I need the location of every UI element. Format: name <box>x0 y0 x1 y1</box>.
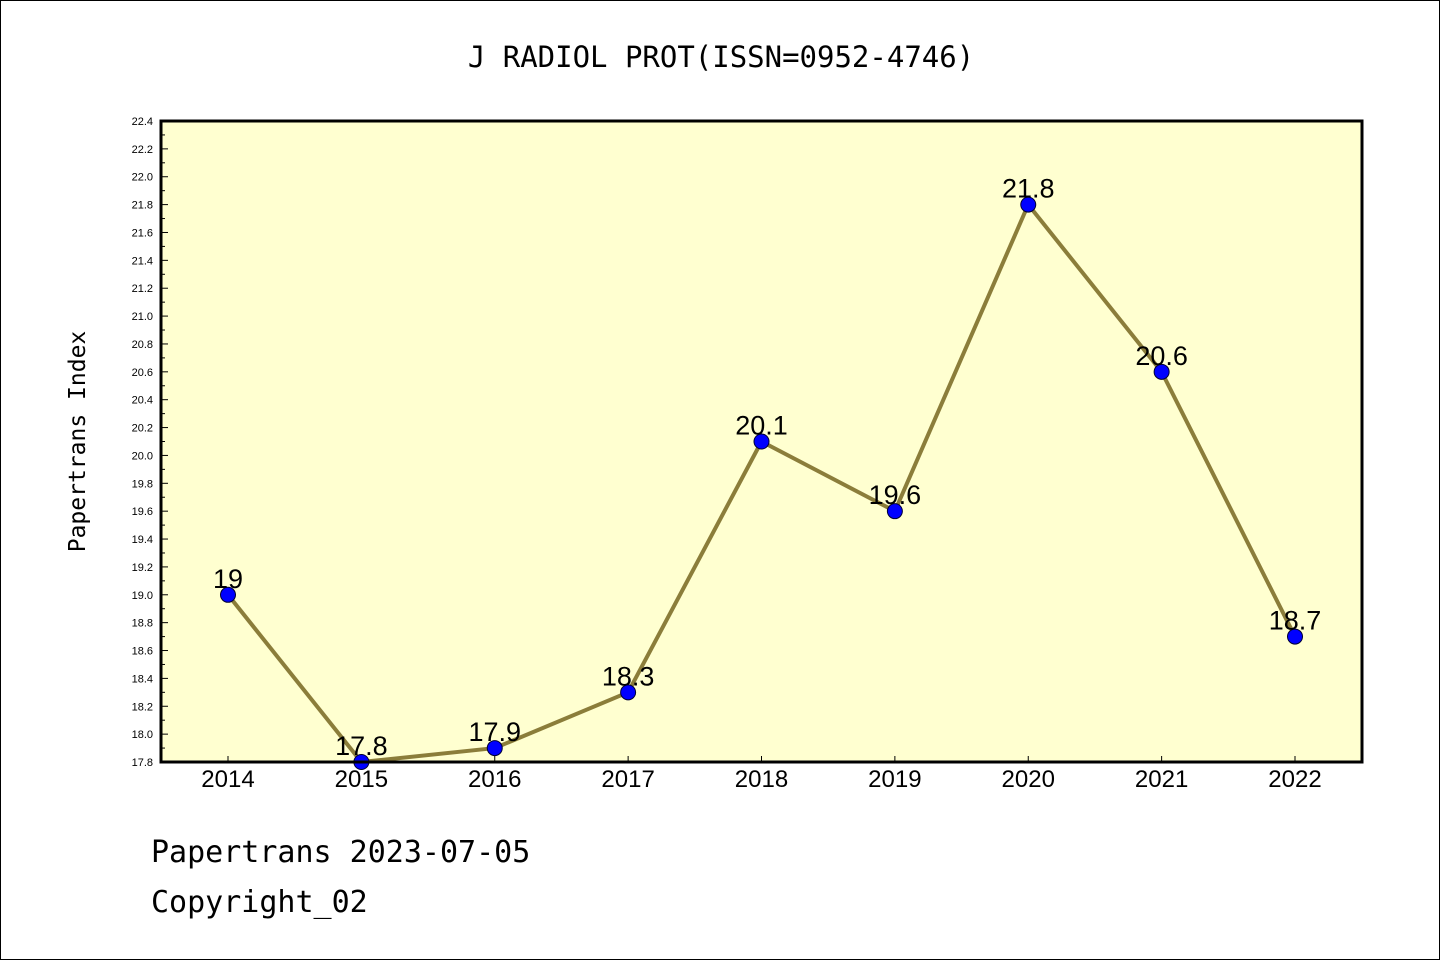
x-tick-label: 2020 <box>1002 766 1055 793</box>
x-tick-label: 2015 <box>335 766 388 793</box>
x-tick-label: 2016 <box>468 766 521 793</box>
x-axis-ticks: 2014 2015 2016 2017 2018 2019 2020 2021 2022 <box>201 756 1322 793</box>
x-tick-label: 2021 <box>1135 766 1188 793</box>
y-tick-label: 20.8 <box>132 339 153 351</box>
data-label: 18.7 <box>1269 606 1322 636</box>
data-point <box>620 684 637 701</box>
y-axis-ticks: 17.8 18.0 18.2 18.4 18.6 18.8 19.0 19.2 19.4 19.6… <box>132 116 168 769</box>
y-tick-label: 19.4 <box>132 534 153 546</box>
data-label: 20.1 <box>735 411 788 441</box>
data-point <box>1287 628 1303 645</box>
y-tick-label: 21.6 <box>132 227 153 239</box>
y-tick-label: 22.4 <box>132 116 153 128</box>
series-group <box>220 196 1303 770</box>
data-label: 19.6 <box>869 480 922 510</box>
y-tick-label: 18.2 <box>132 701 153 713</box>
data-label: 17.9 <box>468 717 521 747</box>
y-tick-label: 20.4 <box>132 395 153 407</box>
y-tick-label: 18.6 <box>132 646 153 658</box>
x-tick-label: 2017 <box>601 766 654 793</box>
x-tick-label: 2018 <box>735 766 788 793</box>
y-tick-label: 20.0 <box>132 450 153 462</box>
data-point <box>220 586 236 603</box>
y-tick-label: 22.0 <box>132 172 153 184</box>
data-label: 19 <box>213 564 243 594</box>
data-point <box>1020 196 1037 213</box>
y-tick-label: 21.8 <box>132 200 153 212</box>
data-labels: 19 17.8 17.9 18.3 20.1 19.6 21.8 20.6 18.7 <box>213 174 1321 761</box>
data-label: 17.8 <box>335 731 388 761</box>
y-tick-label: 18.4 <box>132 673 153 685</box>
x-tick-label: 2019 <box>868 766 921 793</box>
footer-copyright: Copyright_02 <box>151 885 368 920</box>
data-point <box>753 433 770 450</box>
y-tick-label: 21.4 <box>132 255 153 267</box>
data-point <box>886 503 903 520</box>
data-point <box>1153 363 1170 380</box>
chart-title: J RADIOL PROT(ISSN=0952-4746) <box>468 40 974 74</box>
y-tick-label: 21.2 <box>132 283 153 295</box>
x-tick-label: 2022 <box>1268 766 1321 793</box>
y-tick-label: 18.0 <box>132 729 153 741</box>
y-tick-label: 18.8 <box>132 618 153 630</box>
y-tick-label: 20.6 <box>132 367 153 379</box>
y-tick-label: 17.8 <box>132 757 153 769</box>
footer-date: Papertrans 2023-07-05 <box>151 835 531 870</box>
plot-border <box>159 119 1364 764</box>
y-tick-label: 19.2 <box>132 562 153 574</box>
data-point <box>486 740 503 757</box>
y-tick-label: 19.8 <box>132 478 153 490</box>
y-tick-label: 19.6 <box>132 506 153 518</box>
y-tick-label: 20.2 <box>132 423 153 435</box>
y-axis-label: Papertrans Index <box>65 331 91 553</box>
y-tick-label: 22.2 <box>132 144 153 156</box>
y-tick-label: 21.0 <box>132 311 153 323</box>
y-tick-label: 19.0 <box>132 590 153 602</box>
x-tick-label: 2014 <box>201 766 254 793</box>
data-label: 21.8 <box>1002 174 1055 204</box>
data-label: 18.3 <box>602 661 655 691</box>
data-label: 20.6 <box>1135 341 1188 371</box>
